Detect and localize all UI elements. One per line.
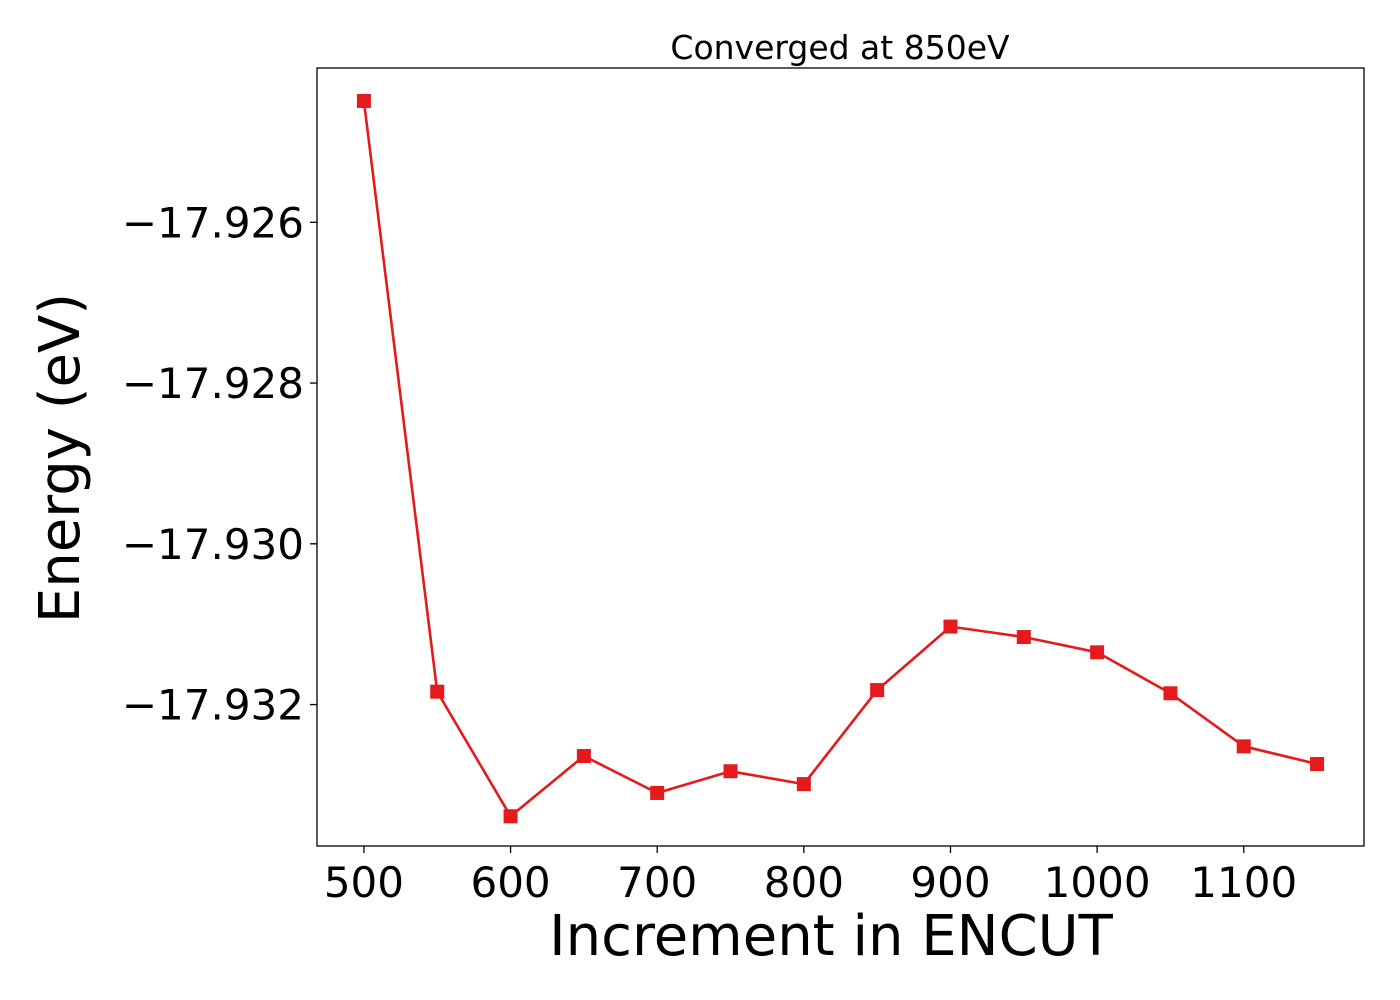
- data-point-marker: [870, 683, 885, 698]
- data-point-marker: [1163, 686, 1178, 701]
- data-point-marker: [1310, 757, 1325, 772]
- plot-frame: [316, 67, 1365, 847]
- x-tick-label: 700: [617, 858, 697, 907]
- series-line: [362, 100, 1318, 818]
- y-tick-label: −17.932: [122, 681, 304, 730]
- data-point-marker: [723, 764, 738, 779]
- y-axis-label: Energy (eV): [28, 293, 93, 623]
- data-point-marker: [1090, 645, 1105, 660]
- data-point-marker: [796, 777, 811, 792]
- x-tick-label: 1100: [1190, 858, 1297, 907]
- data-point-marker: [503, 809, 518, 824]
- data-point-marker: [576, 748, 591, 763]
- x-axis-label: Increment in ENCUT: [549, 904, 1114, 969]
- x-tick-label: 800: [764, 858, 844, 907]
- x-tick-label: 900: [910, 858, 990, 907]
- x-tick-label: 600: [470, 858, 550, 907]
- data-point-marker: [943, 619, 958, 634]
- data-point-marker: [430, 684, 445, 699]
- data-point-marker: [650, 785, 665, 800]
- y-tick-label: −17.926: [122, 198, 304, 247]
- x-tick-label: 500: [324, 858, 404, 907]
- y-tick-label: −17.930: [122, 520, 304, 569]
- y-tick-label: −17.928: [122, 359, 304, 408]
- chart-title: Converged at 850eV: [670, 28, 1010, 67]
- x-tick-label: 1000: [1044, 858, 1151, 907]
- data-point-marker: [1016, 630, 1031, 645]
- data-point-marker: [356, 93, 371, 108]
- data-point-marker: [1236, 739, 1251, 754]
